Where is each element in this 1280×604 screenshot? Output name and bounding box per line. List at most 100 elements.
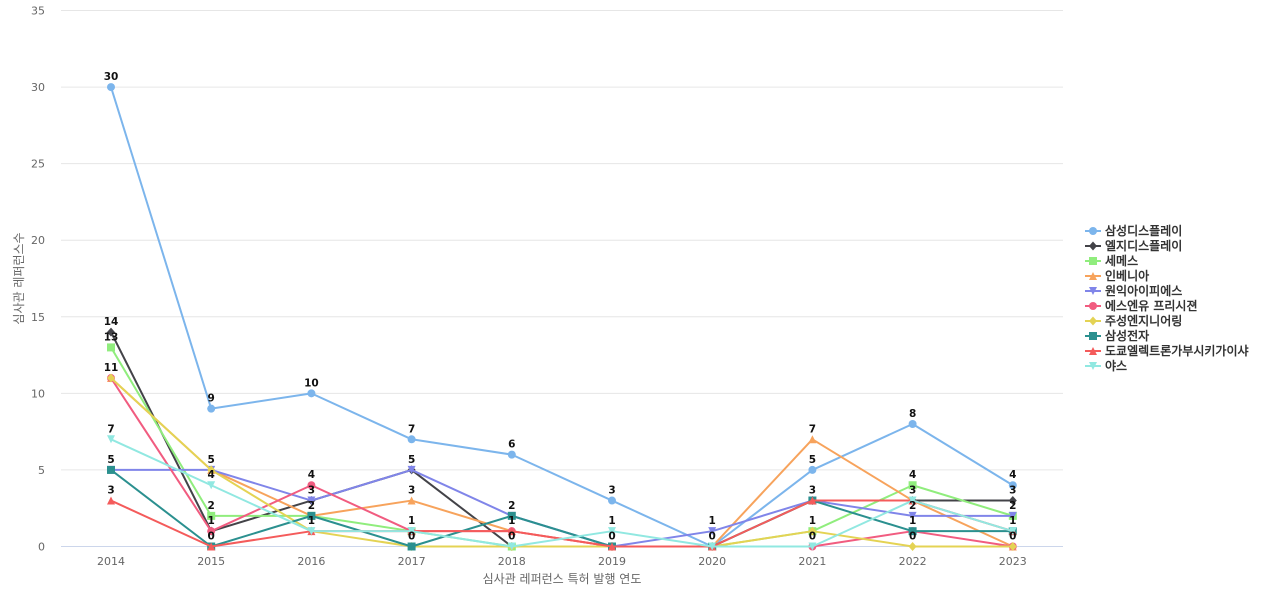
- x-tick-label: 2020: [698, 555, 726, 568]
- data-label: 3: [408, 485, 415, 497]
- legend-item[interactable]: 도쿄엘렉트론가부시키가이샤: [1085, 343, 1249, 358]
- x-tick-label: 2023: [999, 555, 1027, 568]
- data-label: 0: [909, 531, 916, 543]
- data-label: 0: [809, 531, 816, 543]
- data-point: [1008, 511, 1017, 520]
- data-point: [207, 511, 216, 520]
- y-tick-label: 0: [38, 541, 45, 554]
- legend-label: 세메스: [1105, 253, 1138, 268]
- legend-marker: [1089, 316, 1097, 326]
- legend-label: 야스: [1105, 358, 1127, 373]
- data-label: 5: [107, 454, 114, 466]
- legend-marker: [1089, 227, 1097, 235]
- data-label: 2: [308, 500, 315, 512]
- data-point: [908, 542, 917, 551]
- data-label: 6: [508, 439, 515, 451]
- legend-item[interactable]: 삼성디스플레이: [1085, 223, 1182, 238]
- legend-label: 삼성전자: [1105, 328, 1149, 343]
- data-point: [307, 496, 316, 505]
- data-label: 8: [909, 408, 916, 420]
- data-point: [908, 511, 917, 520]
- data-label: 5: [408, 454, 415, 466]
- data-point: [1008, 481, 1017, 490]
- legend-item[interactable]: 인베니아: [1085, 268, 1149, 283]
- data-label: 0: [408, 531, 415, 543]
- legend-label: 도쿄엘렉트론가부시키가이샤: [1105, 343, 1249, 358]
- data-label: 4: [909, 469, 916, 481]
- legend-item[interactable]: 주성엔지니어링: [1085, 313, 1182, 328]
- legend-label: 인베니아: [1105, 268, 1149, 283]
- data-point: [708, 542, 717, 551]
- series-6: [107, 374, 1017, 551]
- data-label: 0: [709, 531, 716, 543]
- x-tick-label: 2014: [97, 555, 125, 568]
- data-point: [407, 542, 416, 551]
- data-point: [908, 419, 917, 428]
- y-tick-label: 15: [31, 311, 45, 324]
- data-point: [507, 450, 516, 459]
- data-label: 1: [408, 515, 415, 527]
- data-point: [307, 527, 316, 536]
- legend-marker: [1089, 347, 1097, 355]
- legend-label: 원익아이피에스: [1105, 283, 1182, 298]
- data-label: 2: [1009, 500, 1016, 512]
- legend-item[interactable]: 세메스: [1085, 253, 1138, 268]
- data-label: 1: [709, 515, 716, 527]
- data-point: [507, 542, 516, 551]
- data-point: [407, 527, 416, 536]
- data-point: [307, 481, 316, 490]
- data-point: [207, 527, 216, 536]
- legend-marker: [1089, 332, 1097, 340]
- legend-item[interactable]: 야스: [1085, 358, 1127, 373]
- data-label: 11: [104, 362, 119, 374]
- legend-item[interactable]: 원익아이피에스: [1085, 283, 1182, 298]
- y-tick-label: 30: [31, 81, 45, 94]
- data-label: 1: [308, 515, 315, 527]
- series-3: [107, 343, 1017, 551]
- legend-item[interactable]: 에스엔유 프리시젼: [1085, 298, 1198, 313]
- legend-label: 엘지디스플레이: [1105, 238, 1182, 253]
- x-tick-label: 2018: [498, 555, 526, 568]
- data-point: [908, 496, 917, 505]
- data-labels: 3014131175395421010432175310621031010753…: [104, 71, 1017, 542]
- data-label: 13: [104, 331, 119, 343]
- data-label: 3: [909, 485, 916, 497]
- series-group: [107, 83, 1017, 551]
- legend-label: 삼성디스플레이: [1105, 223, 1182, 238]
- data-point: [1008, 542, 1017, 551]
- legend-item[interactable]: 엘지디스플레이: [1085, 238, 1182, 253]
- data-label: 1: [508, 515, 515, 527]
- x-tick-label: 2021: [798, 555, 826, 568]
- legend-marker: [1089, 302, 1097, 310]
- data-label: 5: [208, 454, 215, 466]
- data-label: 3: [608, 485, 615, 497]
- data-label: 9: [208, 393, 215, 405]
- data-point: [708, 527, 717, 536]
- legend-label: 주성엔지니어링: [1105, 313, 1182, 328]
- data-label: 1: [608, 515, 615, 527]
- series-7: [107, 373, 1017, 551]
- y-axis-title: 심사관 레퍼런스수: [12, 232, 26, 324]
- data-point: [1008, 496, 1017, 506]
- legend-marker: [1089, 241, 1097, 251]
- data-label: 7: [408, 423, 415, 435]
- x-tick-label: 2015: [197, 555, 225, 568]
- data-point: [507, 511, 516, 520]
- data-point: [808, 526, 817, 536]
- data-label: 4: [208, 469, 215, 481]
- legend-marker: [1089, 287, 1097, 295]
- data-label: 7: [107, 423, 114, 435]
- data-point: [107, 327, 115, 337]
- data-point: [908, 527, 917, 536]
- data-label: 3: [107, 485, 114, 497]
- legend-marker: [1089, 257, 1097, 265]
- data-point: [107, 496, 115, 505]
- y-tick-label: 10: [31, 387, 45, 400]
- data-point: [608, 527, 616, 536]
- legend-item[interactable]: 삼성전자: [1085, 328, 1149, 343]
- data-point: [207, 481, 216, 490]
- data-label: 2: [508, 500, 515, 512]
